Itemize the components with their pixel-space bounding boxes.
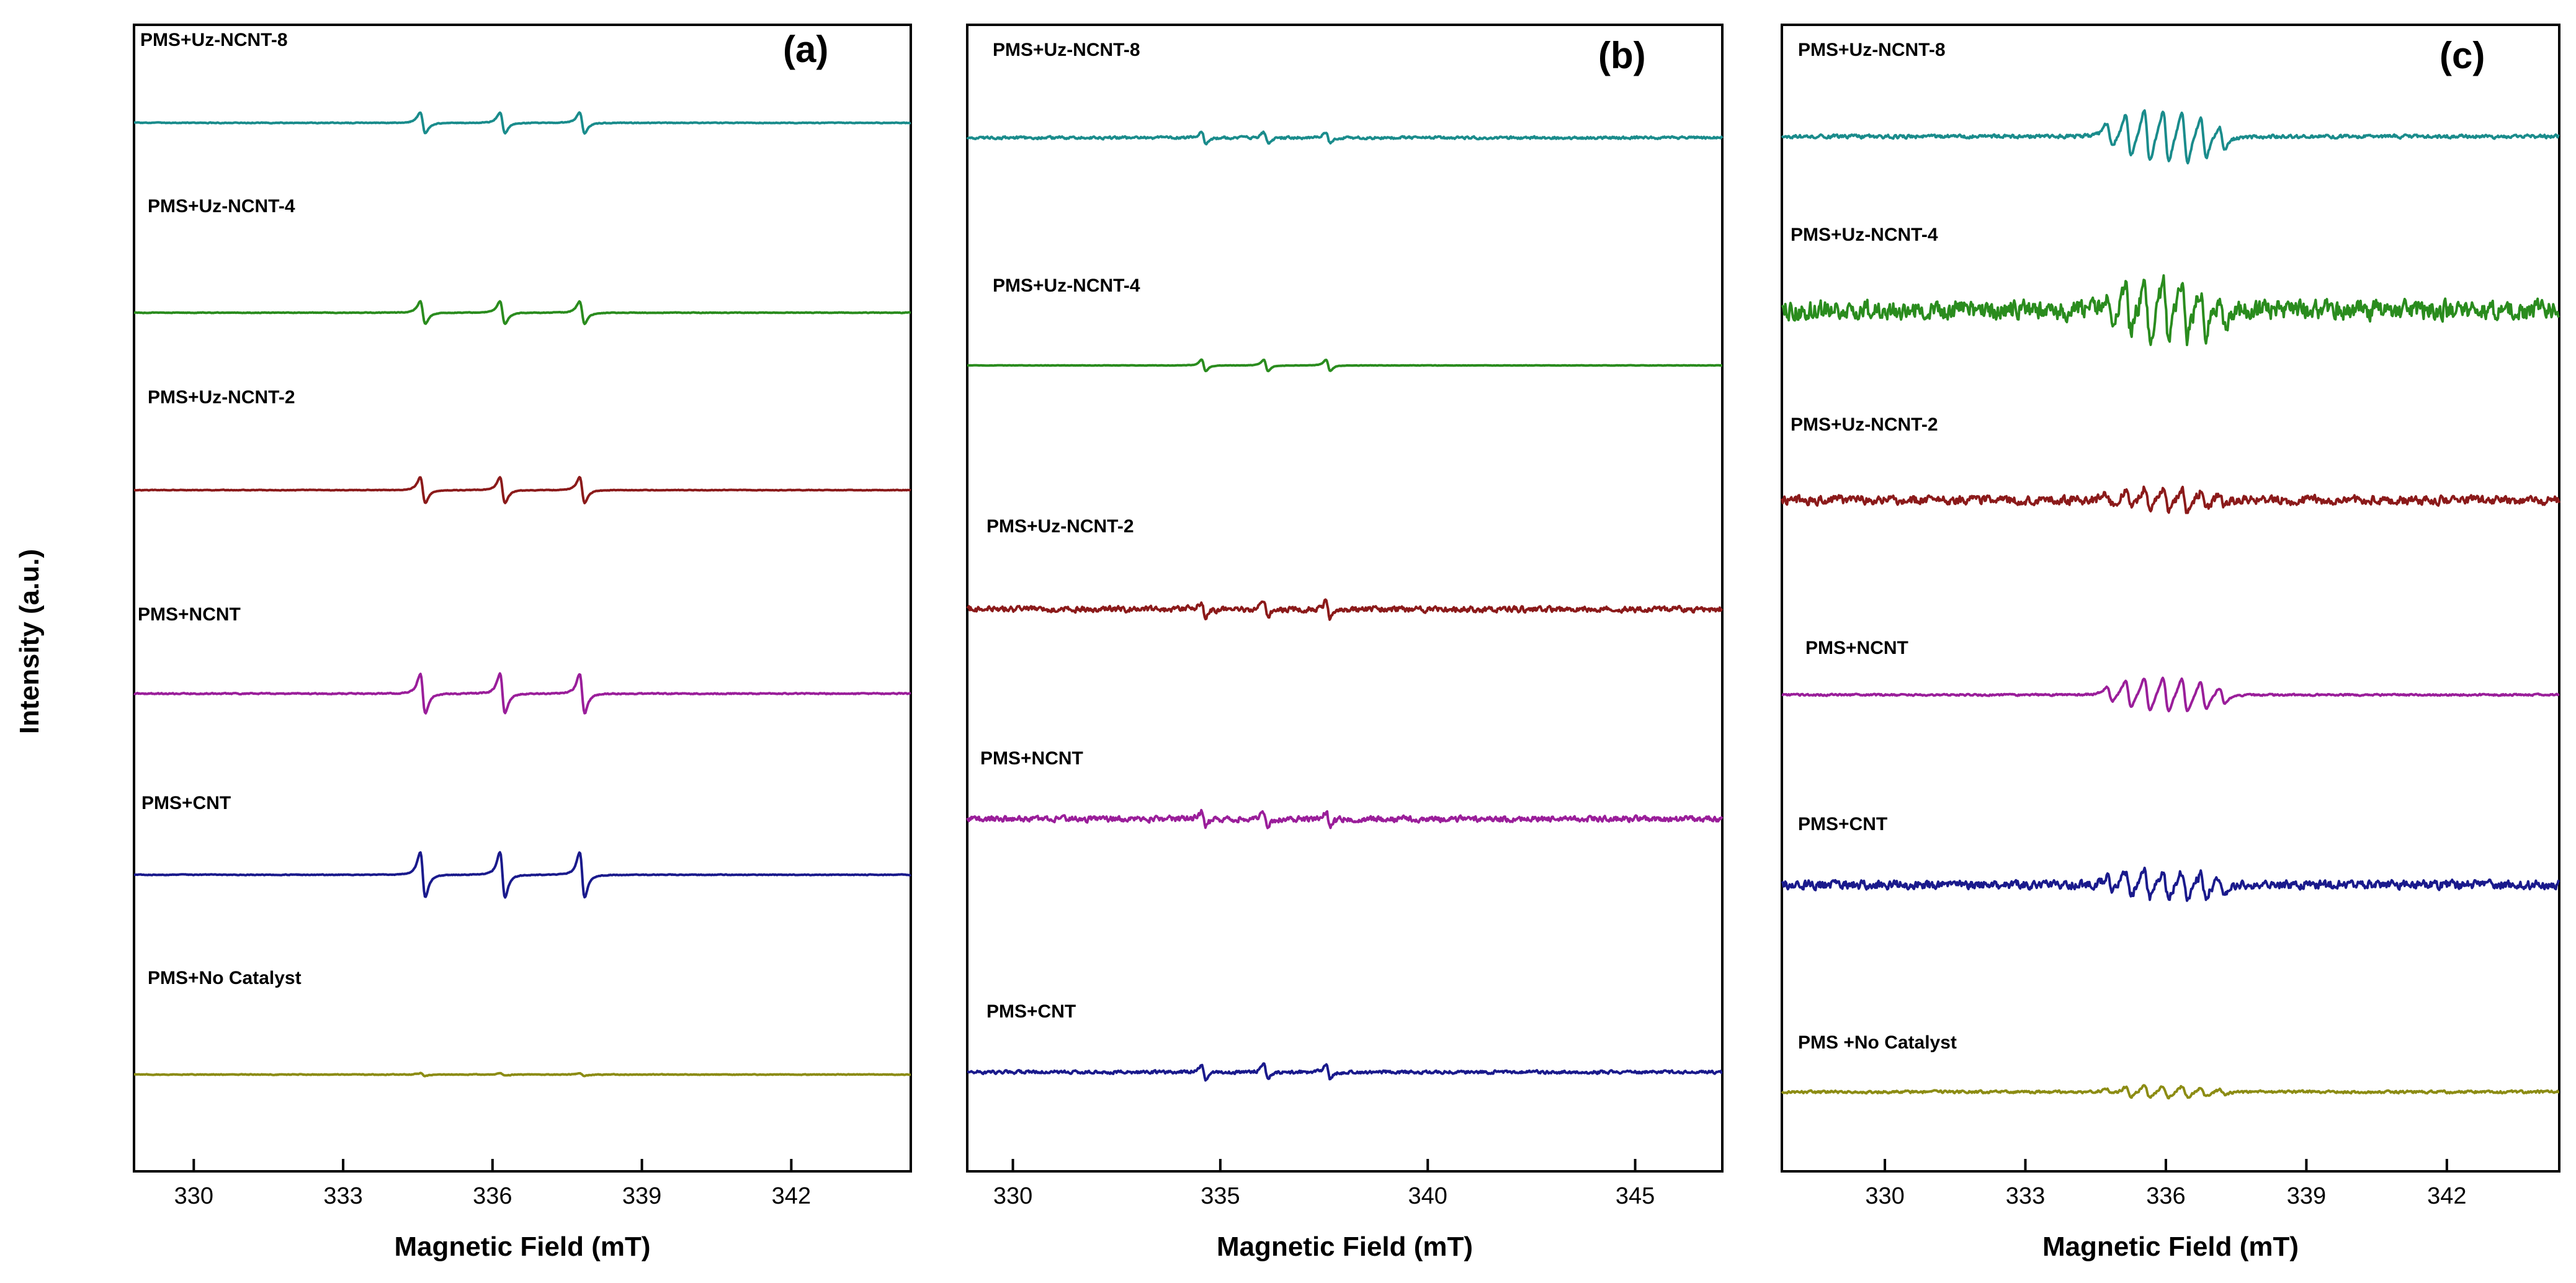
series-line-pms-uz-ncnt-4 <box>1781 274 2560 346</box>
series-line-pms-ncnt <box>133 672 911 715</box>
x-tick-label: 342 <box>2427 1183 2466 1209</box>
x-tick-label: 336 <box>2146 1183 2185 1209</box>
series-line-pms-cnt <box>133 851 911 899</box>
series-label: PMS+NCNT <box>138 604 241 625</box>
panel-a: 330 333 336 339 342 Magnetic Field (mT) (a) PMS… <box>133 24 912 1262</box>
series-label: PMS+CNT <box>986 1001 1076 1022</box>
series-line-pms-uz-ncnt-2 <box>1781 485 2560 514</box>
series-label: PMS+CNT <box>1798 814 1887 834</box>
series-line-pms-uz-ncnt-4 <box>967 358 1723 373</box>
x-tick-label: 330 <box>1865 1183 1904 1209</box>
series-label: PMS+Uz-NCNT-2 <box>148 387 295 408</box>
series-label: PMS+NCNT <box>1805 638 1908 658</box>
panel-b: 330 335 340 345 Magnetic Field (mT) (b) PMS+Uz… <box>966 24 1724 1262</box>
y-axis-title: Intensity (a.u.) <box>14 549 45 734</box>
series-line-pms-uz-ncnt-8 <box>1781 109 2560 164</box>
panel-letter: (c) <box>2440 35 2485 76</box>
series-line-pms-uz-ncnt-2 <box>966 598 1724 621</box>
series-label: PMS +No Catalyst <box>1798 1032 1957 1053</box>
series-label: PMS+Uz-NCNT-4 <box>148 196 295 217</box>
series-line-pms-uz-ncnt-2 <box>133 476 911 504</box>
series-label: PMS+Uz-NCNT-4 <box>1791 225 1938 245</box>
x-tick-label: 336 <box>473 1183 512 1209</box>
panel-letter: (b) <box>1598 35 1646 76</box>
series-line-pms-cnt <box>1781 866 2560 902</box>
series-line-pms-uz-ncnt-8 <box>133 111 911 135</box>
x-axis-title: Magnetic Field (mT) <box>1217 1232 1473 1262</box>
series-label: PMS+Uz-NCNT-2 <box>1791 414 1938 435</box>
series-line-pms-ncnt <box>1781 676 2560 713</box>
x-tick-label: 333 <box>323 1183 362 1209</box>
series-label: PMS+Uz-NCNT-8 <box>1798 40 1946 60</box>
x-tick-label: 342 <box>772 1183 811 1209</box>
series-line-pms-ncnt <box>966 808 1724 829</box>
series-label: PMS+CNT <box>141 793 231 813</box>
series-label: PMS+NCNT <box>980 748 1083 769</box>
x-tick-label: 345 <box>1616 1183 1655 1209</box>
x-tick-label: 330 <box>993 1183 1032 1209</box>
x-axis-title: Magnetic Field (mT) <box>2042 1232 2299 1262</box>
series-label: PMS+Uz-NCNT-4 <box>993 275 1140 296</box>
series-line-pms-no-catalyst <box>133 1071 911 1078</box>
panel-frame <box>1781 24 2560 1173</box>
series-line-pms-no-catalyst <box>1781 1084 2560 1100</box>
panels: 330 333 336 339 342 Magnetic Field (mT) (a) PMS… <box>133 24 2560 1262</box>
x-tick-label: 340 <box>1408 1183 1447 1209</box>
panel-letter: (a) <box>783 29 828 70</box>
series-line-pms-uz-ncnt-4 <box>133 300 911 326</box>
x-tick-label: 339 <box>622 1183 661 1209</box>
x-tick-label: 335 <box>1201 1183 1240 1209</box>
x-axis-title: Magnetic Field (mT) <box>394 1232 650 1262</box>
x-tick-label: 330 <box>174 1183 213 1209</box>
x-tick-label: 339 <box>2287 1183 2326 1209</box>
panel-frame <box>966 24 1724 1173</box>
series-label: PMS+No Catalyst <box>148 968 302 988</box>
series-label: PMS+Uz-NCNT-2 <box>986 516 1134 537</box>
panel-frame <box>133 24 912 1173</box>
series-label: PMS+Uz-NCNT-8 <box>140 30 288 50</box>
series-line-pms-cnt <box>967 1062 1723 1082</box>
series-line-pms-uz-ncnt-8 <box>966 130 1724 146</box>
series-label: PMS+Uz-NCNT-8 <box>993 40 1140 60</box>
x-tick-label: 333 <box>2006 1183 2045 1209</box>
panel-c: 330 333 336 339 342 Magnetic Field (mT) (c) PMS… <box>1781 24 2560 1262</box>
